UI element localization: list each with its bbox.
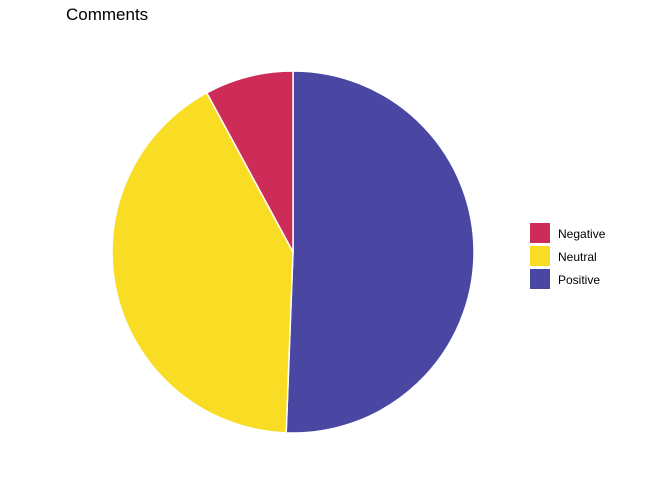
- legend-label-positive: Positive: [558, 273, 600, 287]
- legend-key-neutral: [530, 246, 550, 266]
- pie-slice-neutral: [111, 91, 294, 434]
- legend: Negative Neutral Positive: [530, 223, 606, 289]
- chart-title: Comments: [66, 5, 148, 24]
- legend-label-neutral: Neutral: [558, 250, 597, 264]
- legend-label-negative: Negative: [558, 227, 606, 241]
- legend-key-positive: [530, 269, 550, 289]
- legend-key-negative: [530, 223, 550, 243]
- pie-slice-negative: [205, 70, 294, 253]
- pie-slices: [111, 70, 475, 434]
- pie-slice-positive: [285, 70, 475, 434]
